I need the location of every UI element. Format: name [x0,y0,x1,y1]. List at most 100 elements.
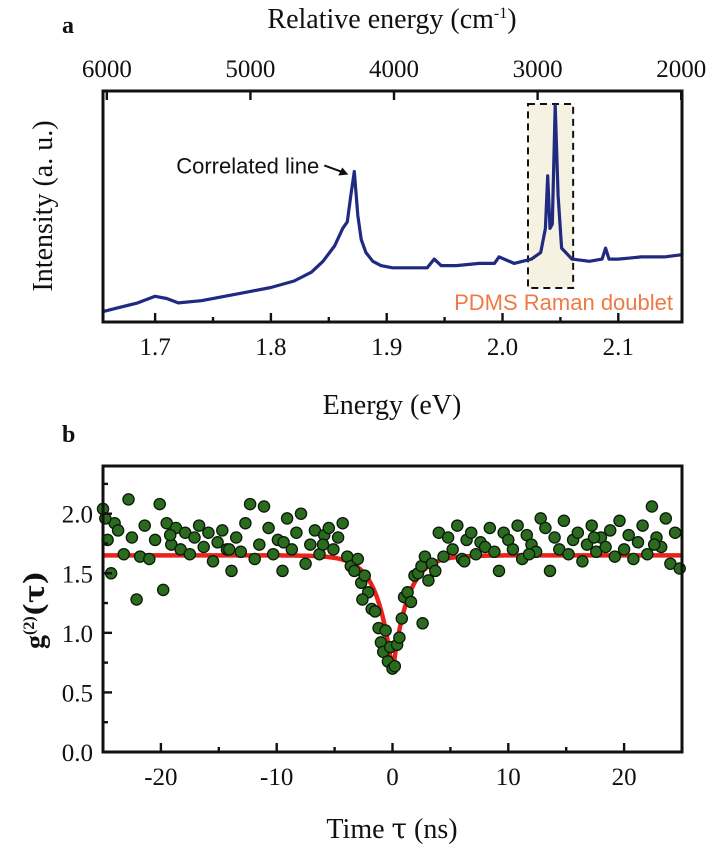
data-point [557,514,571,528]
g2-x-tick-label: 10 [496,764,521,791]
data-point [388,659,402,673]
data-point [153,497,166,511]
spectrum-series [102,104,683,314]
data-point [631,536,645,549]
data-point [587,531,601,544]
data-point [506,543,520,556]
data-point [336,516,349,530]
g2-y-tick-label: 0.5 [62,680,93,707]
data-point [636,519,649,532]
data-point [576,555,589,568]
data-point [148,533,162,547]
data-point [316,538,330,551]
g2-x-tick-label: 0 [386,764,399,791]
data-point [571,526,585,539]
x-tick-label: 1.8 [255,334,286,361]
data-point [441,531,455,544]
data-point [356,593,369,606]
data-point [358,569,371,582]
spectrum-plot-frame [101,89,684,324]
top-tick-label: 2000 [656,56,706,83]
doublet-box [526,103,575,289]
top-axis-ticks: 6000 5000 4000 3000 2000 [82,56,706,100]
data-point [464,526,478,539]
data-point [585,519,598,532]
data-point [647,538,661,551]
data-point [331,531,345,544]
data-point [285,543,299,556]
g2-x-tick-label: -10 [260,764,293,791]
data-point [248,552,261,566]
data-point [202,526,215,539]
data-point [368,605,382,618]
data-point [156,583,170,597]
g2-axis-ticks: -20 -10 0 10 20 0.0 0.5 1.0 1.5 2.0 [62,482,637,791]
g2-x-tick-label: -20 [144,764,177,791]
g2-panel: -20 -10 0 10 20 0.0 0.5 1.0 1.5 2.0 Time τ (ns) g… [18,464,686,845]
top-tick-label: 3000 [513,56,563,83]
data-point [603,524,617,537]
x-tick-label: 1.9 [371,334,402,361]
data-point [111,524,125,537]
data-point [429,564,442,578]
data-point [627,552,640,566]
pdms-doublet-label: PDMS Raman doublet [454,290,673,315]
data-point [294,507,308,520]
data-point [446,543,459,556]
data-point [243,497,257,511]
data-point [197,540,210,554]
data-point [673,562,686,575]
g2-x-tick-label: 20 [612,764,637,791]
x-tick-label: 2.1 [603,334,634,361]
data-point [211,536,224,549]
x-tick-label: 1.7 [139,334,170,361]
data-point [451,519,464,532]
data-point [469,547,483,561]
data-point [511,519,524,532]
data-point [277,536,290,549]
raman-doublet-highlight [526,103,575,289]
data-point [608,550,622,563]
data-point [539,521,552,535]
data-point [393,631,406,644]
panel-a-letter: a [62,13,74,39]
g2-data-points [96,493,686,675]
arrow-head [338,167,349,176]
data-point [437,550,450,563]
data-point [143,552,156,566]
data-point [617,543,631,556]
annotations: Correlated line PDMS Raman doublet [176,153,673,315]
x-tick-label: 2.0 [487,334,518,361]
data-point [266,547,280,561]
data-point [188,531,201,544]
data-point [229,531,243,544]
data-point [492,564,506,578]
data-point [395,612,409,625]
data-point [262,521,275,535]
data-point [645,500,659,513]
g2-y-axis-title: g(2)(τ) [18,571,51,649]
data-point [351,552,365,566]
data-point [206,555,220,568]
data-point [130,593,143,606]
data-point [622,528,635,542]
data-point [483,521,497,535]
top-tick-label: 5000 [225,56,275,83]
data-point [659,512,673,525]
data-point [522,547,536,561]
correlated-line-label: Correlated line [176,153,319,178]
top-tick-label: 6000 [82,56,132,83]
panel-b-letter: b [62,422,75,448]
data-point [599,540,612,554]
data-point [379,624,392,637]
data-point [613,514,626,528]
data-point [562,547,575,561]
data-point [404,595,418,609]
data-point [280,512,294,525]
x-axis-title: Energy (eV) [323,390,462,421]
data-point [225,564,238,578]
data-point [322,521,336,535]
data-point [192,519,206,532]
data-point [458,555,471,568]
